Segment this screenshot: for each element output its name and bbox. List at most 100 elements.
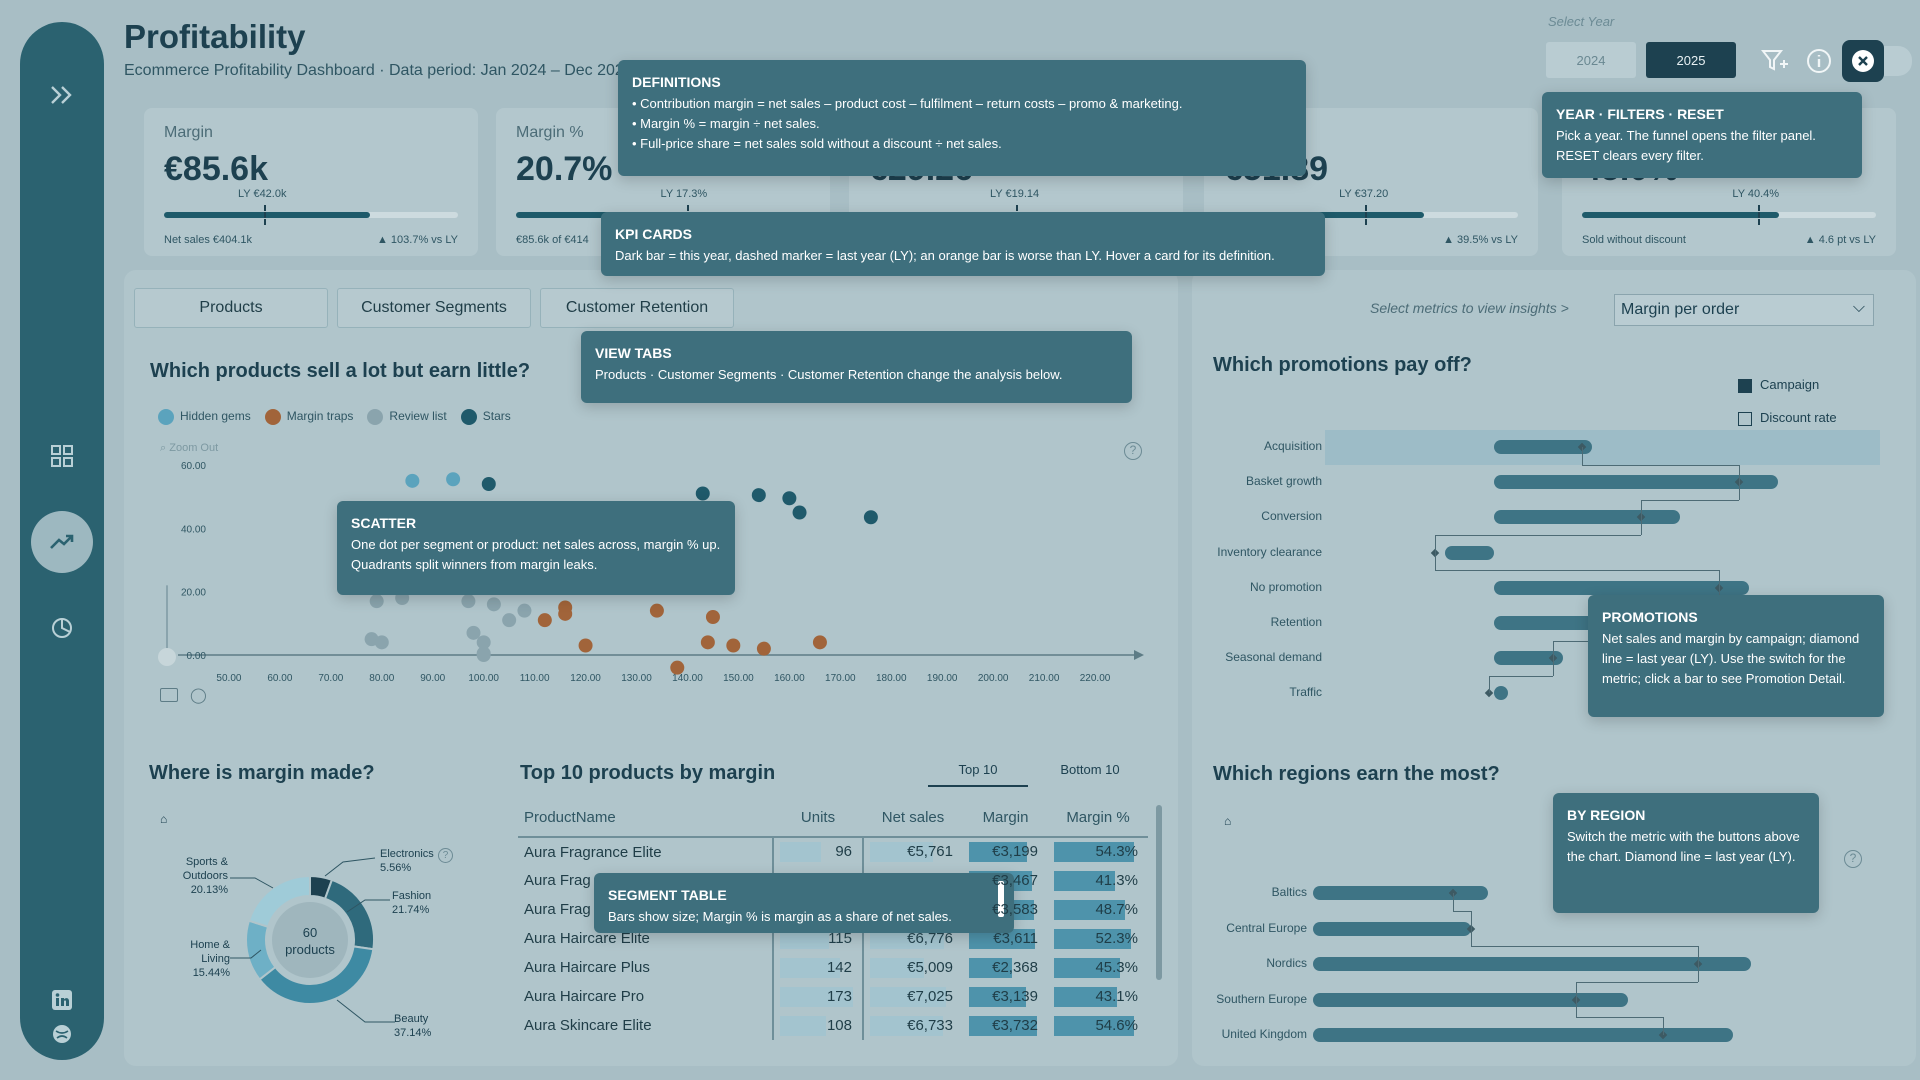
- cell-bar-fill: [870, 1015, 944, 1036]
- scatter-chart[interactable]: 50.00 60.00 70.00 80.00 90.00 100.00 110.00 120…: [150, 455, 1160, 685]
- filter-icon[interactable]: [1760, 46, 1790, 76]
- checkbox-checked-icon: [1738, 378, 1752, 393]
- year-2025-button[interactable]: 2025: [1646, 42, 1736, 78]
- bar[interactable]: [1445, 545, 1494, 560]
- value-cell: 142: [772, 953, 863, 982]
- y-tick-label: 40.00: [181, 524, 206, 535]
- table-scrollbar[interactable]: [1156, 805, 1162, 980]
- table-row[interactable]: Aura Haircare Elite 115 €6,776 €3,611 52.3%: [518, 924, 1148, 953]
- pie-chart-icon[interactable]: [31, 597, 93, 659]
- tab-customer-segments[interactable]: Customer Segments: [337, 288, 531, 328]
- bar[interactable]: [1313, 992, 1628, 1007]
- regions-help-icon[interactable]: ?: [1844, 850, 1862, 868]
- cell-bar-fill: [969, 957, 1013, 978]
- toggle-discount-rate[interactable]: Discount rate: [1738, 410, 1837, 426]
- column-header[interactable]: Margin: [963, 799, 1048, 838]
- home-icon[interactable]: ⌂: [160, 812, 168, 826]
- kpi-card[interactable]: Margin €85.6k LY €42.0k Net sales €404.1…: [144, 108, 478, 256]
- scatter-point: [863, 510, 878, 525]
- table-row[interactable]: Aura Haircare Pro 173 €7,025 €3,139 43.1%: [518, 982, 1148, 1011]
- bar[interactable]: [1494, 475, 1779, 490]
- legend-item[interactable]: Stars: [460, 408, 511, 425]
- info-icon[interactable]: [1804, 46, 1834, 76]
- table-row[interactable]: Aura Fragrance Elite 96 €5,761 €3,199 54.3%: [518, 837, 1148, 866]
- ly-line: [1435, 535, 1641, 536]
- comment-icon[interactable]: ◯: [190, 687, 207, 704]
- top10-toggle-bottom[interactable]: Bottom 10: [1060, 762, 1120, 777]
- donut-help-icon[interactable]: ?: [438, 848, 453, 863]
- scatter-point: [481, 477, 496, 491]
- bar[interactable]: [1494, 510, 1681, 525]
- cell-bar-fill: [1054, 842, 1134, 862]
- trend-icon[interactable]: [31, 511, 93, 573]
- tab-products[interactable]: Products: [134, 288, 328, 328]
- expand-icon[interactable]: [31, 64, 93, 126]
- cell-bar-fill: [1054, 899, 1126, 920]
- scatter-help-icon[interactable]: ?: [1124, 442, 1142, 460]
- scatter-point: [695, 486, 710, 501]
- column-header[interactable]: Net sales: [863, 799, 963, 838]
- regions-home-icon[interactable]: ⌂: [1224, 814, 1232, 828]
- reset-button[interactable]: [1842, 40, 1884, 82]
- cell-bar: 142: [780, 957, 856, 978]
- legend-item[interactable]: Margin traps: [264, 408, 353, 425]
- table-row[interactable]: Aura Haircare Plus 142 €5,009 €2,368 45.3%: [518, 953, 1148, 982]
- kpi-ly: LY €37.20: [1339, 188, 1389, 200]
- scatter-point: [476, 646, 491, 661]
- column-header[interactable]: ProductName: [518, 799, 773, 838]
- cell-bar: 52.3%: [1054, 928, 1142, 949]
- legend-item[interactable]: Review list: [367, 408, 447, 425]
- cell-bar: €5,009: [870, 957, 957, 978]
- donut-label-fashion: Fashion 21.74%: [392, 890, 432, 916]
- bar[interactable]: [1313, 957, 1751, 971]
- column-header[interactable]: Units: [773, 799, 863, 838]
- scatter-point: [374, 635, 389, 650]
- bar[interactable]: [1313, 886, 1488, 900]
- ly-line: [1575, 999, 1577, 1018]
- kpi-ly: LY €42.0k: [237, 188, 287, 200]
- metric-select[interactable]: Margin per order ⌵: [1614, 294, 1874, 326]
- donut-chart[interactable]: [240, 870, 380, 1010]
- zoom-out-button[interactable]: ⌕ Zoom Out: [160, 442, 219, 454]
- cell-bar-fill: [1054, 928, 1131, 949]
- legend-item[interactable]: Hidden gems: [158, 408, 251, 425]
- kpi-progress-fill: [164, 212, 370, 218]
- donut-leader-lines: [230, 857, 395, 1023]
- regions-chart[interactable]: Baltics Central Europe Nordics Southern Eur…: [1180, 878, 1900, 1058]
- bar[interactable]: [1494, 580, 1749, 595]
- cell-bar: 54.6%: [1054, 1015, 1142, 1036]
- bar[interactable]: [1494, 651, 1563, 666]
- cell-bar: 48.7%: [1054, 899, 1142, 920]
- cell-bar: 115: [780, 928, 856, 949]
- scatter-point: [466, 625, 481, 640]
- table-view-icon[interactable]: [160, 688, 178, 702]
- bar[interactable]: [1494, 440, 1592, 454]
- table-row[interactable]: Aura Skincare Elite 108 €6,733 €3,732 54.6%: [518, 1011, 1148, 1040]
- cell-bar-fill: [870, 957, 925, 978]
- bar[interactable]: [1494, 686, 1508, 701]
- x-tick-label: 220.00: [1080, 673, 1111, 684]
- donut-label-home-living: Home & Living 15.44%: [190, 939, 230, 979]
- value-cell: €3,583: [963, 895, 1048, 924]
- bar[interactable]: [1313, 921, 1471, 936]
- ly-line: [1435, 535, 1437, 553]
- x-tick-label: 120.00: [570, 673, 601, 684]
- grid-icon[interactable]: [31, 425, 93, 487]
- top10-toggle-top[interactable]: Top 10: [928, 762, 1028, 787]
- bar[interactable]: [1313, 1028, 1733, 1042]
- checkbox-empty-icon: [1738, 411, 1752, 426]
- cell-bar: €7,025: [870, 986, 957, 1007]
- tab-customer-retention[interactable]: Customer Retention: [540, 288, 734, 328]
- globe-icon[interactable]: [31, 1003, 93, 1065]
- column-header[interactable]: Margin %: [1048, 799, 1148, 838]
- year-2024-button[interactable]: 2024: [1546, 42, 1636, 78]
- linkedin-icon[interactable]: [31, 969, 93, 1031]
- value-cell: 52.3%: [1048, 924, 1148, 953]
- value-cell: €5,009: [862, 953, 963, 982]
- bar-category-label: Conversion: [1261, 509, 1322, 524]
- toggle-campaign[interactable]: Campaign: [1738, 377, 1819, 393]
- kpi-ly: LY €19.14: [990, 188, 1040, 200]
- x-tick-label: 180.00: [876, 673, 907, 684]
- ly-line: [1582, 464, 1739, 466]
- scatter-point: [670, 660, 685, 675]
